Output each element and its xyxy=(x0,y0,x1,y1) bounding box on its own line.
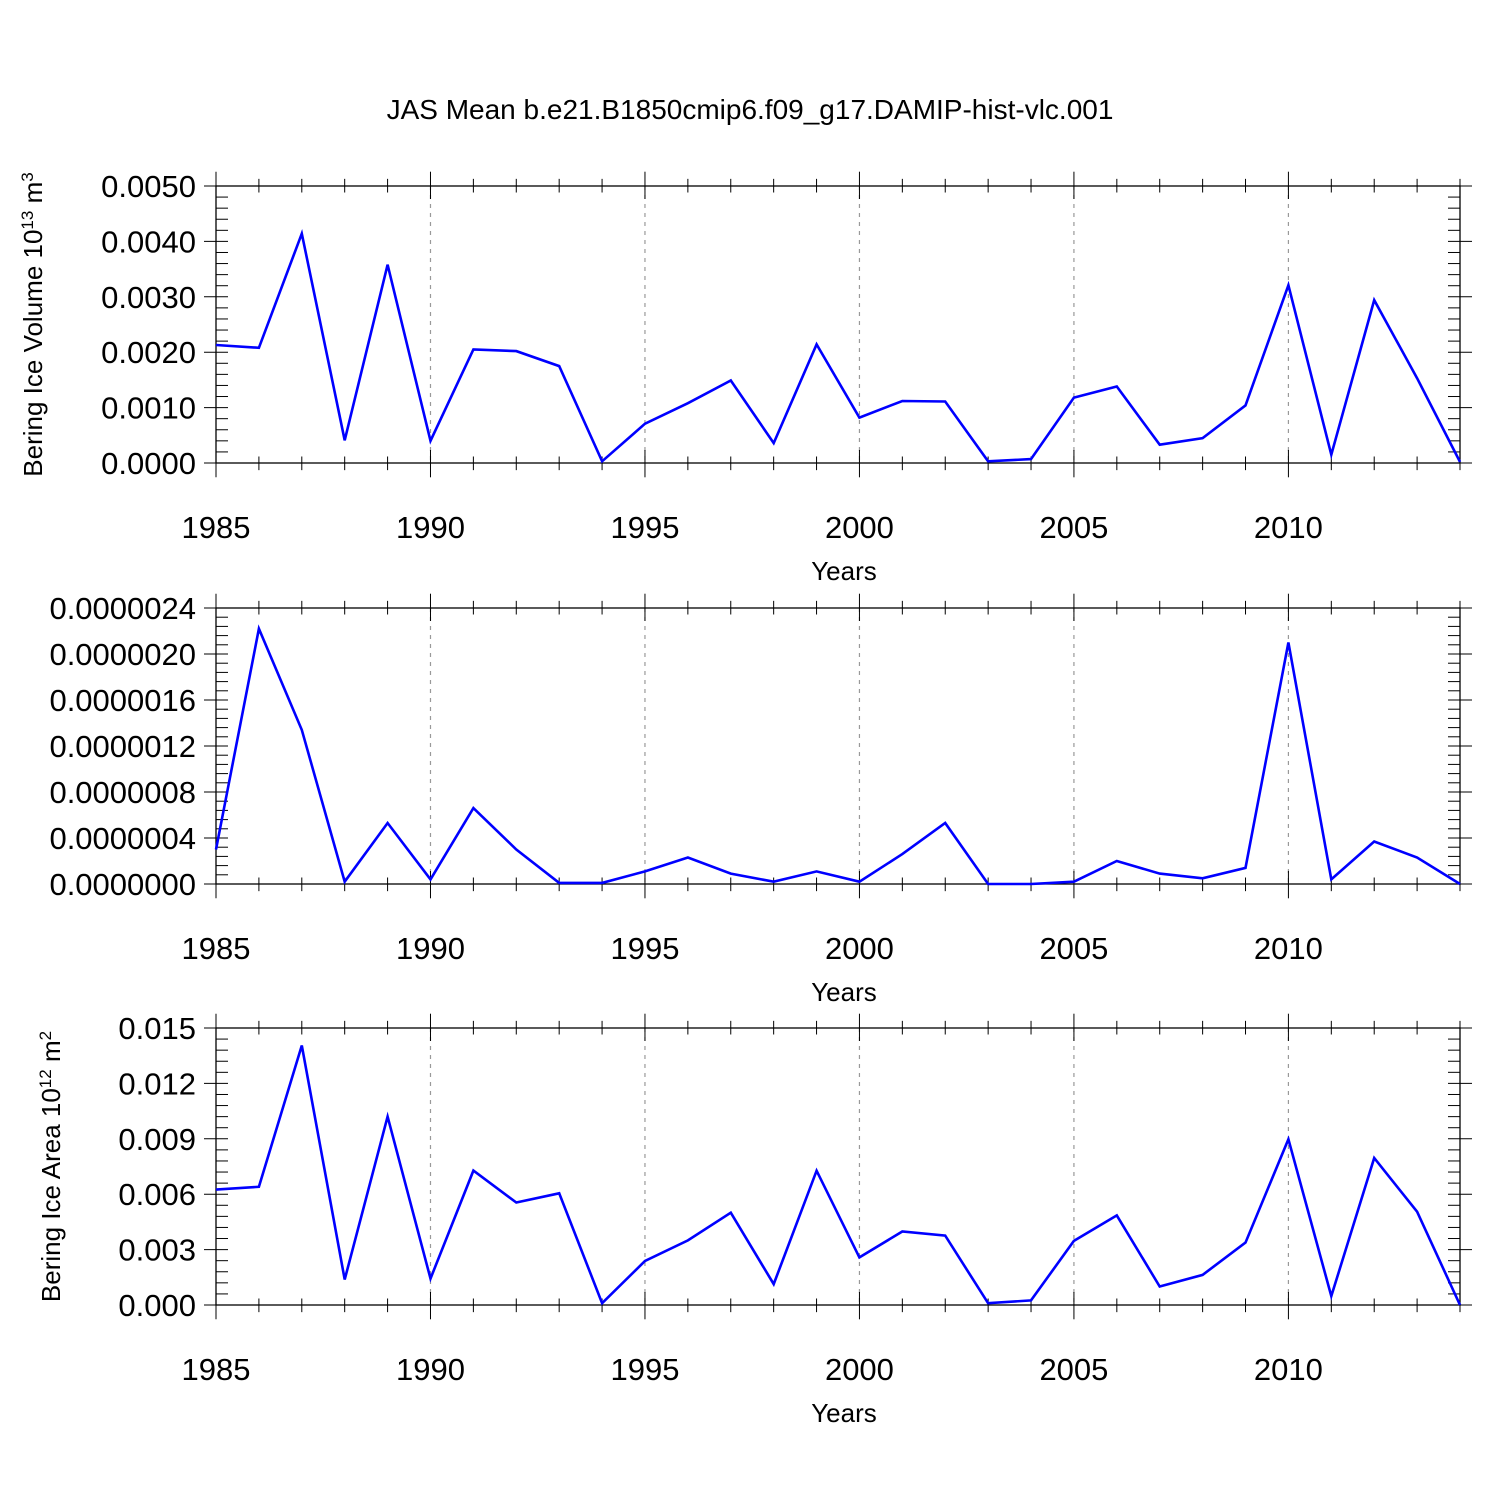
panel-3: 0.000 0.003 0.006 0.009 0.012 0.015 1985 1990 19… xyxy=(36,1011,1472,1428)
y-axis-label-superscript: 2 xyxy=(36,1031,55,1040)
series-line xyxy=(214,624,1461,886)
x-axis-label: Years xyxy=(811,1398,877,1428)
x-tick-label: 2000 xyxy=(825,1352,894,1387)
y-tick-label: 0.0000 xyxy=(101,446,196,481)
y-tick-label: 0.000 xyxy=(118,1288,196,1323)
panel-1: 0.0000 0.0010 0.0020 0.0030 0.0040 0.0050 1985… xyxy=(18,169,1472,586)
x-tick-label: 1985 xyxy=(182,1352,251,1387)
x-tick-label: 2005 xyxy=(1039,510,1108,545)
y-axis-label-text: Bering Ice Volume 10 xyxy=(18,230,48,477)
x-tick-label: 1990 xyxy=(396,1352,465,1387)
y-tick-label: 0.006 xyxy=(118,1177,196,1212)
panel-2: 0.0000000 0.0000004 0.0000008 0.0000012 0.00… xyxy=(49,591,1472,1007)
y-tick-label: 0.012 xyxy=(118,1066,196,1101)
y-axis-label: Bering Ice Area 1012 m2 xyxy=(36,1031,67,1302)
y-axis-label-superscript: 3 xyxy=(18,172,37,181)
y-tick-label: 0.003 xyxy=(118,1233,196,1268)
x-tick-label: 2010 xyxy=(1254,931,1323,966)
y-axis-label: Bering Ice Volume 1013 m3 xyxy=(18,172,49,476)
y-axis-label-text: Bering Ice Area 10 xyxy=(36,1088,66,1302)
x-tick-label: 1990 xyxy=(396,510,465,545)
y-tick-label: 0.0050 xyxy=(101,169,196,204)
plot-frame xyxy=(215,1027,1461,1306)
y-tick-label: 0.0030 xyxy=(101,280,196,315)
x-tick-label: 2005 xyxy=(1039,1352,1108,1387)
x-tick-label: 2005 xyxy=(1039,931,1108,966)
x-tick-label: 1995 xyxy=(610,931,679,966)
x-axis-label: Years xyxy=(811,977,877,1007)
series-line xyxy=(215,228,1462,464)
y-tick-label: 0.0010 xyxy=(101,391,196,426)
series-line xyxy=(215,1045,1462,1306)
chart-title: JAS Mean b.e21.B1850cmip6.f09_g17.DAMIP-… xyxy=(386,94,1114,125)
x-tick-label: 1990 xyxy=(396,931,465,966)
x-tick-label: 1995 xyxy=(610,1352,679,1387)
x-tick-label: 2000 xyxy=(825,931,894,966)
x-tick-label: 2000 xyxy=(825,510,894,545)
y-axis-label-text: m xyxy=(18,182,48,211)
y-axis-label-text: m xyxy=(36,1040,66,1069)
y-tick-label: 0.015 xyxy=(118,1011,196,1046)
x-tick-label: 1985 xyxy=(182,931,251,966)
y-tick-label: 0.0000024 xyxy=(49,591,196,626)
y-tick-label: 0.0000012 xyxy=(49,729,196,764)
y-tick-label: 0.0000016 xyxy=(49,683,196,718)
y-tick-label: 0.0040 xyxy=(101,224,196,259)
plot-frame xyxy=(215,185,1461,464)
x-tick-label: 1985 xyxy=(182,510,251,545)
x-tick-label: 2010 xyxy=(1254,1352,1323,1387)
x-tick-label: 2010 xyxy=(1254,510,1323,545)
y-tick-label: 0.0000020 xyxy=(49,637,196,672)
x-axis-label: Years xyxy=(811,556,877,586)
y-tick-label: 0.0000000 xyxy=(49,867,196,902)
y-axis-label-superscript: 12 xyxy=(36,1069,55,1088)
x-tick-label: 1995 xyxy=(610,510,679,545)
y-tick-label: 0.0000008 xyxy=(49,775,196,810)
y-tick-label: 0.0020 xyxy=(101,335,196,370)
y-tick-label: 0.0000004 xyxy=(49,821,196,856)
y-tick-label: 0.009 xyxy=(118,1122,196,1157)
y-axis-label-superscript: 13 xyxy=(18,211,37,230)
